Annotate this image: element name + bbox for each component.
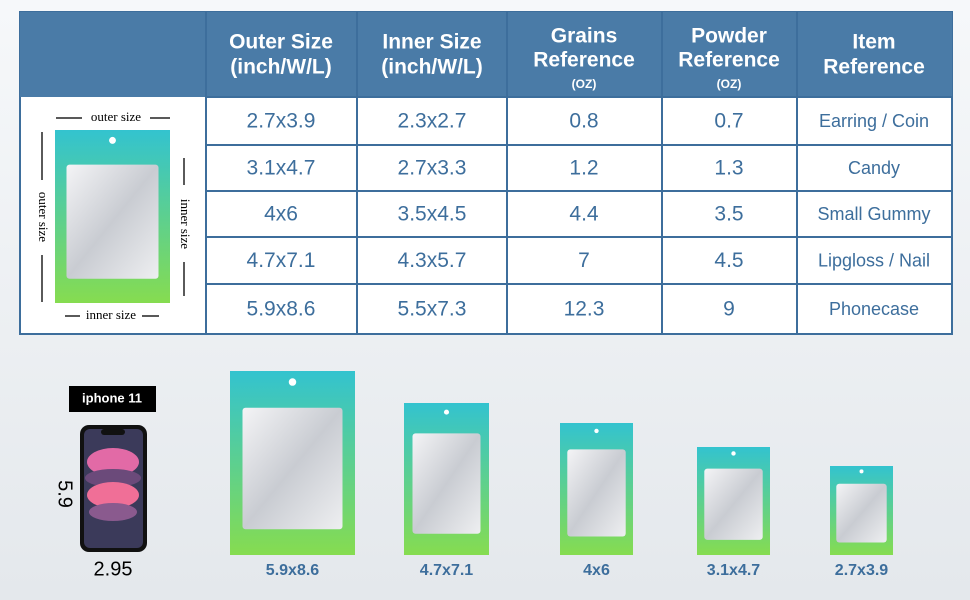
bag-hole (443, 409, 450, 415)
cell-text: 3.5x4.5 (398, 203, 467, 226)
cell-text: 0.7 (714, 110, 743, 133)
phone-art (87, 448, 139, 476)
cell-text: 3.1x4.7 (247, 157, 316, 180)
bag (560, 423, 633, 555)
bag-window (412, 433, 481, 534)
diagram-label: outer size (91, 109, 141, 124)
header-text: (inch/W/L) (230, 56, 331, 79)
diagram-label: outer size (36, 192, 51, 242)
cell-text: 5.5x7.3 (398, 298, 467, 321)
cell-text: 0.8 (569, 110, 598, 133)
phone-art (85, 469, 141, 487)
bag-window (66, 164, 159, 279)
bag (230, 371, 355, 555)
cell-text: 4.7x7.1 (247, 249, 316, 272)
header-text: (OZ) (572, 77, 597, 91)
cell-text: 7 (578, 249, 590, 272)
bag (697, 447, 770, 555)
header-text: Item (852, 31, 895, 54)
bag-label: 5.9x8.6 (266, 562, 319, 579)
cell-text: 4.4 (569, 203, 599, 226)
bag-label: 3.1x4.7 (707, 562, 760, 579)
phone-notch (101, 429, 125, 435)
header-text: Outer Size (229, 31, 333, 54)
header-text: Reference (823, 56, 925, 79)
bag-label: 2.7x3.9 (835, 562, 888, 579)
bag (55, 130, 170, 303)
cell-text: 2.7x3.3 (398, 157, 467, 180)
cell-text: Candy (848, 158, 900, 178)
phone-art (87, 482, 139, 508)
bag (830, 466, 893, 555)
bag-hole (859, 469, 864, 474)
header-text: Reference (533, 49, 635, 72)
cell-text: Earring / Coin (819, 111, 929, 131)
bag-label: 4.7x7.1 (420, 562, 473, 579)
bag-window (836, 483, 887, 543)
header-text: (OZ) (717, 77, 742, 91)
header-text: Inner Size (382, 31, 481, 54)
bag-hole (594, 428, 599, 434)
cell-text: 5.9x8.6 (247, 298, 316, 321)
phone-art (89, 503, 137, 521)
cell-text: 4.3x5.7 (398, 249, 467, 272)
phone-height: 5.9 (54, 480, 76, 508)
diagram-label: inner size (86, 307, 136, 322)
cell-text: 12.3 (564, 298, 605, 321)
bag-window (704, 468, 763, 540)
bag-hole (109, 136, 116, 144)
bag-hole (731, 451, 736, 456)
cell-text: 4x6 (264, 203, 298, 226)
cell-text: Phonecase (829, 299, 919, 319)
header-row (20, 12, 952, 97)
cell-text: 1.3 (714, 157, 743, 180)
cell-text: 4.5 (714, 249, 743, 272)
header-text: Reference (678, 49, 780, 72)
bag-window (242, 407, 343, 530)
phone-width: 2.95 (94, 558, 133, 580)
bag (404, 403, 489, 555)
bag-label: 4x6 (583, 562, 610, 579)
phone-badge (69, 386, 156, 412)
bag-hole (288, 378, 297, 386)
header-text: Grains (551, 25, 618, 48)
cell-text: 9 (723, 298, 735, 321)
bag-window (567, 449, 626, 537)
cell-text: 2.3x2.7 (398, 110, 467, 133)
diagram-label: inner size (178, 199, 193, 249)
cell-text: 1.2 (569, 157, 598, 180)
cell-text: 2.7x3.9 (247, 110, 316, 133)
cell-text: 3.5 (714, 203, 743, 226)
cell-text: Small Gummy (817, 204, 930, 224)
header-text: Powder (691, 25, 767, 48)
cell-text: Lipgloss / Nail (818, 250, 930, 270)
phone-model: iphone 11 (82, 390, 142, 405)
header-text: (inch/W/L) (381, 56, 482, 79)
